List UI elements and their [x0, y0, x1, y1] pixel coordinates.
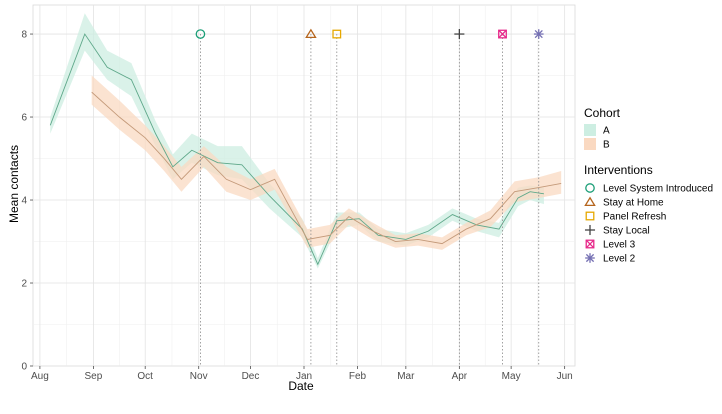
intervention-marker — [533, 29, 544, 39]
intervention-marker — [305, 28, 317, 39]
legend-title-cohort: Cohort — [584, 106, 621, 120]
x-axis-title: Date — [288, 379, 314, 393]
legend-label-intervention: Stay Local — [603, 226, 650, 237]
x-tick-label: Sep — [85, 371, 103, 382]
confidence-ribbons — [50, 13, 562, 269]
legend-label-intervention: Panel Refresh — [603, 212, 666, 223]
legend-label-cohort: A — [603, 126, 610, 137]
y-tick-label: 4 — [21, 196, 27, 207]
y-tick-label: 2 — [21, 279, 27, 290]
legend-key-intervention — [584, 224, 596, 236]
legend-label-intervention: Level 3 — [603, 240, 636, 251]
x-tick-label: Nov — [190, 371, 208, 382]
x-tick-label: Apr — [452, 371, 468, 382]
intervention-marker — [454, 29, 465, 40]
line-cohort-b — [91, 91, 562, 245]
legend-title-interventions: Interventions — [584, 163, 653, 177]
intervention-markers — [195, 28, 544, 40]
intervention-marker — [195, 29, 206, 39]
x-tick-label: Feb — [349, 371, 367, 382]
intervention-lines — [200, 34, 540, 366]
series-lines — [49, 33, 562, 266]
legend-key-intervention — [584, 196, 596, 207]
legend-key-intervention — [585, 183, 595, 193]
x-tick-label: Dec — [242, 371, 260, 382]
axes: 0 2 4 6 8 Aug Sep Oct Nov Dec Jan Feb Mar Apr May Jun — [21, 30, 572, 382]
x-tick-label: Jun — [557, 371, 573, 382]
y-tick-label: 0 — [21, 362, 27, 373]
x-tick-label: Mar — [397, 371, 415, 382]
legend-key-intervention — [585, 239, 595, 249]
line-cohort-a — [49, 33, 544, 266]
legend-swatch-cohort — [584, 138, 596, 150]
intervention-marker — [498, 29, 507, 39]
y-tick-label: 6 — [21, 113, 27, 124]
legend-intervention-items: Level System Introduced Stay at Home Panel… — [584, 183, 713, 265]
legend-swatch-cohort — [584, 124, 596, 136]
x-tick-label: Aug — [31, 371, 49, 382]
x-tick-label: May — [502, 371, 521, 382]
legend-key-intervention — [585, 253, 595, 263]
y-axis-title: Mean contacts — [7, 145, 21, 223]
legend: Cohort AB Interventions Level System Int… — [584, 106, 713, 265]
legend-cohort-items: AB — [584, 124, 610, 151]
legend-label-intervention: Level 2 — [603, 254, 636, 265]
x-tick-label: Jan — [296, 371, 312, 382]
x-tick-label: Oct — [137, 371, 153, 382]
intervention-marker — [332, 29, 342, 39]
y-tick-label: 8 — [21, 30, 27, 41]
legend-label-cohort: B — [603, 140, 610, 151]
legend-label-intervention: Stay at Home — [603, 198, 664, 209]
legend-label-intervention: Level System Introduced — [603, 184, 713, 195]
legend-key-intervention — [585, 211, 595, 221]
